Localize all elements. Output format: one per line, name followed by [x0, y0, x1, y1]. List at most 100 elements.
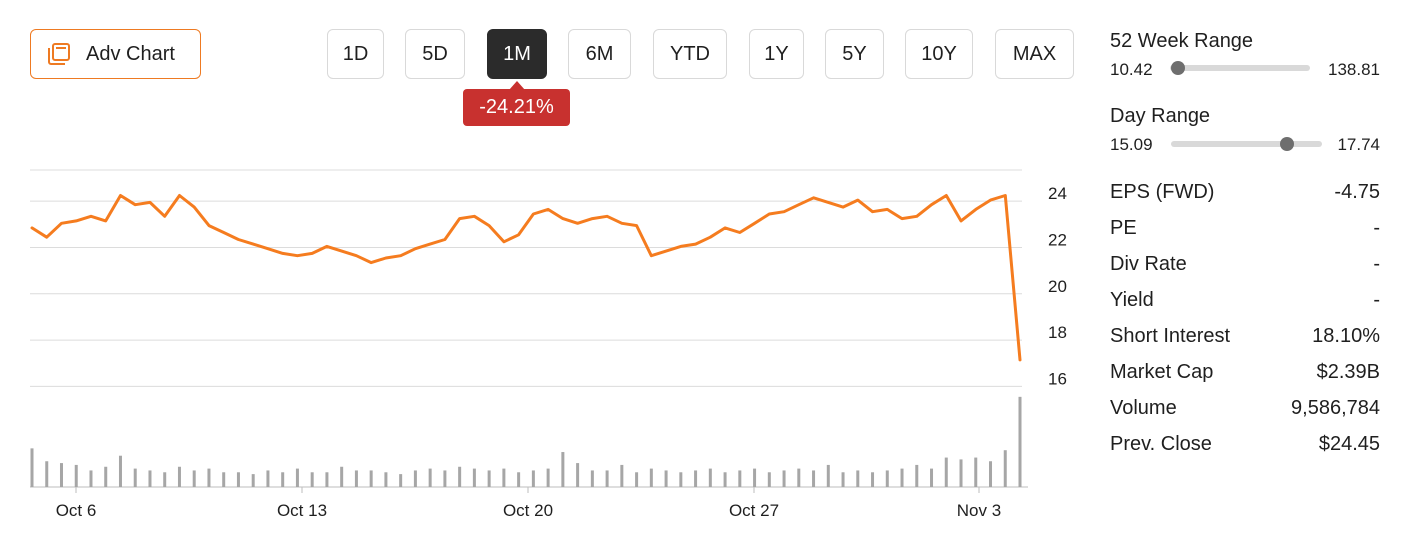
price-point [385, 257, 387, 259]
y-tick-label: 18 [1048, 323, 1067, 342]
range-button-5y[interactable]: 5Y [825, 29, 884, 79]
stat-row-short-interest: Short Interest 18.10% [1110, 325, 1380, 348]
week52-range-low: 10.42 [1110, 60, 1153, 79]
price-line-group [30, 194, 1022, 362]
range-button-1y[interactable]: 1Y [749, 29, 804, 79]
stat-label: Market Cap [1110, 361, 1214, 383]
price-point [45, 236, 48, 238]
price-point [222, 231, 225, 234]
stat-row-eps: EPS (FWD) -4.75 [1110, 181, 1380, 204]
volume-bar [177, 466, 181, 487]
stat-label: PE [1110, 217, 1137, 239]
volume-bar [753, 468, 757, 487]
stat-row-volume: Volume 9,586,784 [1110, 397, 1380, 420]
price-point [915, 215, 918, 218]
stat-label: Prev. Close [1110, 433, 1212, 455]
volume-bar [782, 470, 786, 487]
price-point [75, 220, 78, 222]
range-button-6m[interactable]: 6M [568, 29, 631, 79]
volume-bar [118, 455, 122, 487]
volume-bar [163, 472, 167, 487]
stat-row-pe: PE - [1110, 217, 1380, 240]
price-point [267, 247, 269, 250]
price-point [842, 206, 844, 208]
price-point [768, 213, 771, 215]
volume-bar [944, 457, 948, 487]
volume-bar [871, 472, 875, 487]
price-point [532, 213, 535, 215]
range-label: 5Y [842, 42, 867, 65]
price-point [945, 194, 948, 197]
price-point [60, 222, 63, 225]
volume-bar [679, 472, 683, 487]
volume-bar [354, 470, 358, 487]
volume-bar [517, 472, 521, 487]
adv-chart-label: Adv Chart [86, 42, 175, 65]
range-button-10y[interactable]: 10Y [905, 29, 973, 79]
range-button-max[interactable]: MAX [995, 29, 1074, 79]
range-button-ytd[interactable]: YTD [653, 29, 727, 79]
range-button-1d[interactable]: 1D [327, 29, 384, 79]
volume-bar [900, 468, 904, 487]
price-point [856, 199, 859, 201]
price-point [724, 227, 726, 229]
day-range-marker [1280, 137, 1295, 151]
range-label: 6M [585, 42, 614, 65]
price-point [694, 243, 697, 245]
stat-label: EPS (FWD) [1110, 181, 1215, 203]
stat-row-prev-close: Prev. Close $24.45 [1110, 433, 1380, 456]
stat-value: 18.10% [1312, 325, 1380, 347]
change-badge-pointer [509, 81, 525, 90]
y-axis-ticks: 24 22 20 18 16 [1048, 184, 1067, 388]
volume-bar [472, 468, 476, 487]
price-point [444, 238, 446, 241]
price-chart[interactable]: 24 22 20 18 16 Oct 6 Oct 13 Oct 20 Oct 27 Nov 3 [0, 150, 1100, 530]
week52-range-track [1170, 65, 1310, 71]
price-point [798, 203, 800, 206]
price-point [473, 215, 476, 218]
range-label: 1Y [764, 42, 789, 65]
week52-range-title: 52 Week Range [1110, 30, 1254, 52]
price-point [827, 201, 830, 204]
range-button-1m[interactable]: 1M [487, 29, 547, 79]
price-point [635, 224, 638, 227]
stat-value: 9,586,784 [1291, 397, 1380, 419]
x-tick-label: Nov 3 [957, 501, 1001, 520]
volume-bar [767, 472, 771, 487]
day-range-track [1171, 141, 1322, 147]
range-button-5d[interactable]: 5D [405, 29, 465, 79]
price-point [134, 203, 137, 206]
price-point [193, 206, 196, 208]
price-point [296, 254, 299, 257]
volume-bars [30, 396, 1022, 487]
price-point [1019, 359, 1021, 361]
volume-bar [841, 472, 845, 487]
price-point [340, 250, 343, 252]
stat-value: -4.75 [1334, 181, 1380, 203]
volume-bar [1018, 396, 1022, 487]
price-point [562, 217, 564, 220]
volume-bar [531, 470, 535, 487]
stat-value: $24.45 [1318, 433, 1380, 455]
volume-bar [104, 466, 108, 487]
volume-bar [989, 461, 993, 487]
range-label: 1D [342, 42, 369, 65]
price-point [753, 222, 756, 225]
stat-label: Yield [1110, 289, 1154, 311]
volume-bar [561, 452, 565, 487]
volume-bar [826, 464, 830, 487]
volume-bar [546, 468, 550, 487]
price-point [591, 217, 594, 220]
price-point [665, 250, 667, 252]
price-point [326, 245, 328, 248]
volume-bar [797, 468, 801, 487]
day-range-title: Day Range [1110, 105, 1211, 127]
x-axis-ticks: Oct 6 Oct 13 Oct 20 Oct 27 Nov 3 [56, 487, 1001, 520]
range-label: 10Y [921, 42, 957, 65]
adv-chart-button[interactable]: Adv Chart [30, 29, 201, 79]
volume-bar [399, 474, 403, 487]
price-point [680, 245, 682, 248]
price-point [517, 234, 520, 236]
volume-bar [635, 472, 639, 487]
volume-bar [207, 468, 211, 487]
